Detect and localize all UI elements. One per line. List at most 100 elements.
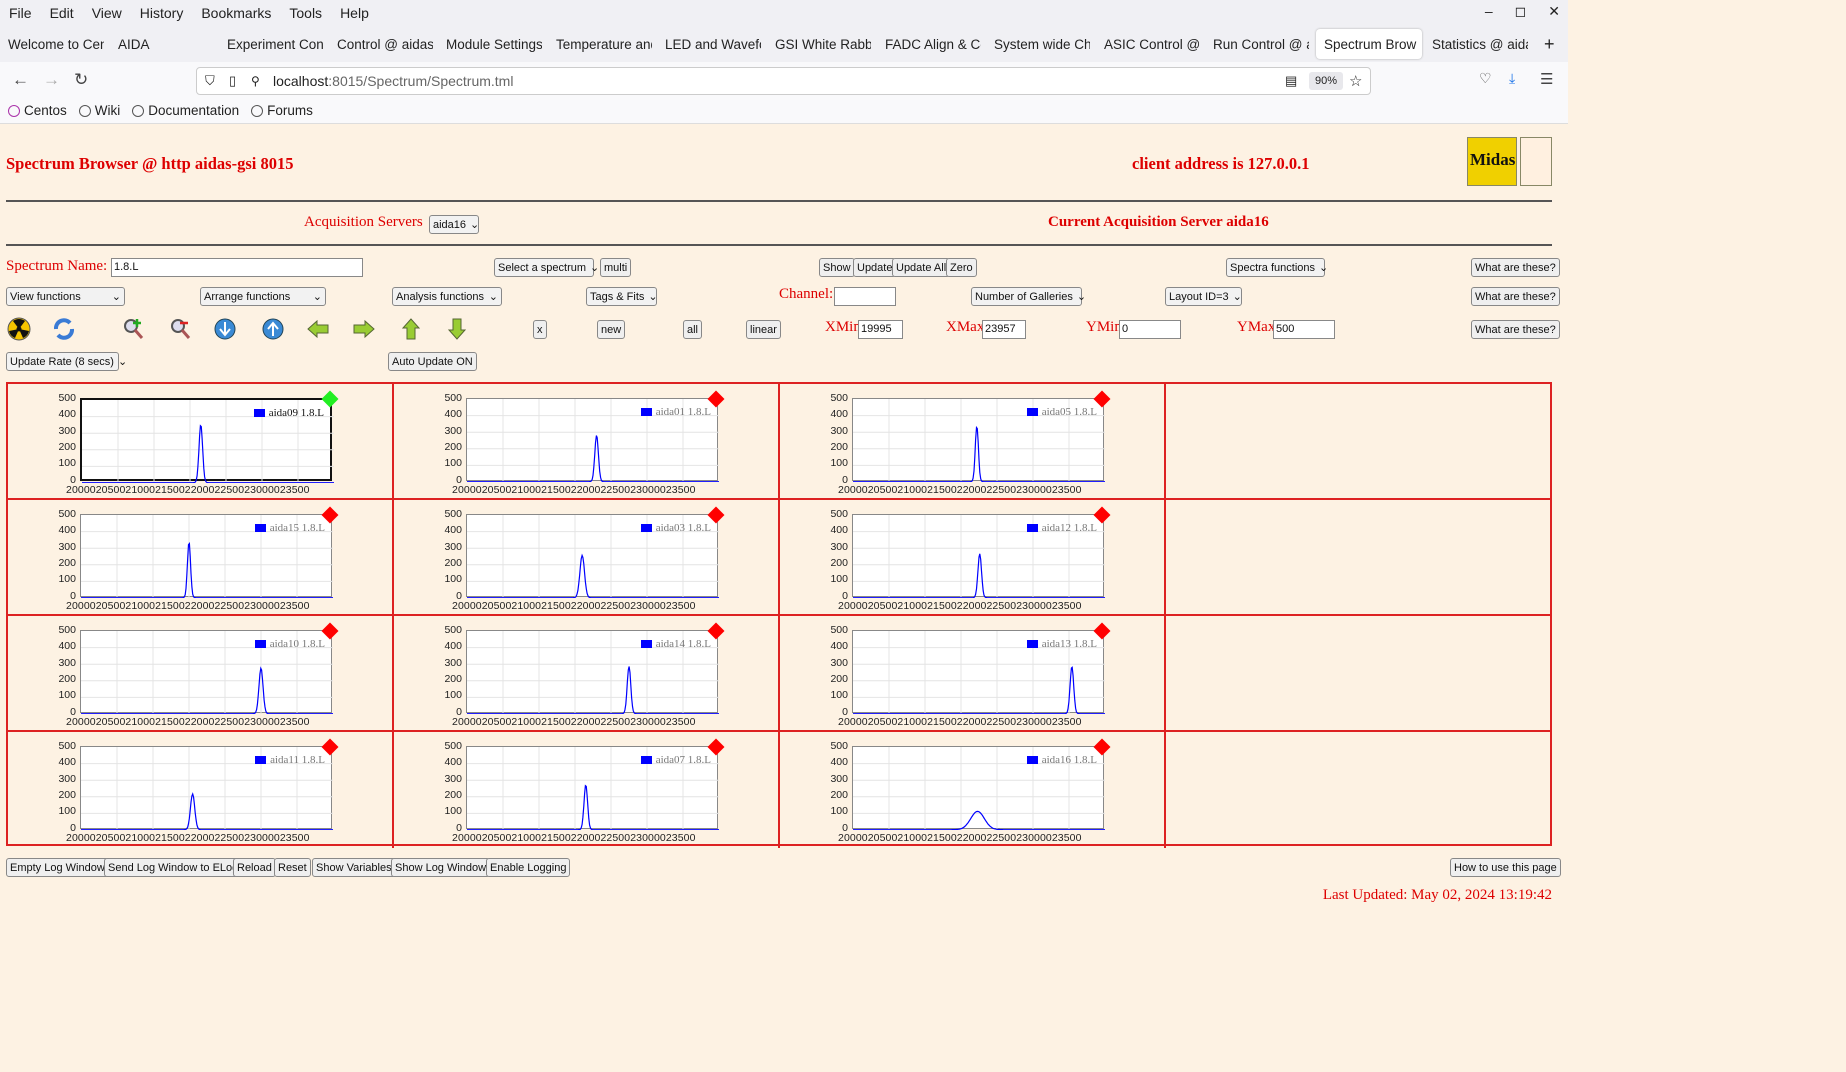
spectrum-plot[interactable]: aida11 1.8.L	[80, 746, 333, 830]
spectrum-cell[interactable]: 500 400 300 200 100 0 200002050021000215002200…	[8, 616, 394, 732]
show-variables-button[interactable]: Show Variables	[312, 858, 396, 877]
shield-icon[interactable]: ⛉	[205, 73, 215, 88]
spectrum-plot[interactable]: aida14 1.8.L	[466, 630, 719, 714]
x-button[interactable]: x	[533, 320, 547, 339]
reset-button[interactable]: Reset	[274, 858, 311, 877]
zoom-level[interactable]: 90%	[1309, 72, 1344, 90]
multi-button[interactable]: multi	[600, 258, 632, 277]
spectrum-plot[interactable]: aida01 1.8.L	[466, 398, 719, 482]
spectrum-cell[interactable]: 500 400 300 200 100 0 200002050021000215002200…	[780, 732, 1166, 848]
tab-control[interactable]: Control @ aidas	[337, 36, 433, 52]
spectrum-plot[interactable]: aida10 1.8.L	[80, 630, 333, 714]
menu-file[interactable]: File	[9, 5, 32, 21]
spectrum-cell[interactable]: 500 400 300 200 100 0 200002050021000215002200…	[780, 500, 1166, 616]
spectrum-plot[interactable]: aida16 1.8.L	[852, 746, 1105, 830]
update-all-button[interactable]: Update All	[892, 258, 951, 277]
linear-button[interactable]: linear	[746, 320, 781, 339]
tab-module-settings[interactable]: Module Settings	[446, 36, 542, 52]
zoom-out-icon[interactable]	[168, 317, 192, 341]
spectrum-cell[interactable]: 500 400 300 200 100 0 200002050021000215002200…	[8, 500, 394, 616]
arrow-down-icon[interactable]	[445, 317, 469, 341]
spectrum-plot[interactable]: aida12 1.8.L	[852, 514, 1105, 598]
menu-help[interactable]: Help	[340, 5, 369, 21]
spectrum-cell[interactable]: 500 400 300 200 100 0 200002050021000215002200…	[8, 732, 394, 848]
tab-spectrum-browser[interactable]: Spectrum Brow×	[1316, 29, 1422, 59]
spectrum-plot[interactable]: aida13 1.8.L	[852, 630, 1105, 714]
select-spectrum[interactable]: Select a spectrum	[494, 258, 594, 277]
spectrum-plot[interactable]: aida05 1.8.L	[852, 398, 1105, 482]
close-window-icon[interactable]: ✕	[1548, 3, 1560, 19]
tab-led-waveform[interactable]: LED and Wavefo	[665, 36, 761, 52]
spectrum-plot[interactable]: aida09 1.8.L	[80, 398, 334, 483]
spectrum-cell[interactable]: 500 400 300 200 100 0 200002050021000215002200…	[780, 616, 1166, 732]
what-are-these-button-1[interactable]: What are these?	[1471, 258, 1560, 277]
empty-log-window-button[interactable]: Empty Log Window	[6, 858, 109, 877]
spectrum-cell[interactable]: 500 400 300 200 100 0 200002050021000215002200…	[394, 500, 780, 616]
tab-aida[interactable]: AIDA	[118, 36, 150, 52]
layout-select[interactable]: Layout ID=3	[1165, 287, 1242, 306]
enable-logging-button[interactable]: Enable Logging	[486, 858, 571, 877]
spectrum-plot[interactable]: aida03 1.8.L	[466, 514, 719, 598]
minimize-icon[interactable]: –	[1484, 3, 1493, 19]
show-button[interactable]: Show	[819, 258, 855, 277]
reader-view-icon[interactable]: ▤	[1285, 73, 1298, 88]
tab-statistics[interactable]: Statistics @ aida	[1432, 36, 1528, 52]
what-are-these-button-2[interactable]: What are these?	[1471, 287, 1560, 306]
radiation-icon[interactable]	[7, 317, 31, 341]
scale-up-icon[interactable]	[261, 317, 285, 341]
forward-icon[interactable]: →	[43, 70, 60, 89]
arrow-left-icon[interactable]	[306, 317, 330, 341]
scale-down-icon[interactable]	[213, 317, 237, 341]
bookmark-wiki[interactable]: Wiki	[78, 103, 120, 118]
url-bar[interactable]: ⛉ ▯ ⚲ localhost:8015/Spectrum/Spectrum.t…	[196, 67, 1371, 95]
menu-tools[interactable]: Tools	[289, 5, 323, 21]
how-to-use-button[interactable]: How to use this page	[1450, 858, 1561, 877]
all-button[interactable]: all	[683, 320, 703, 339]
spectrum-name-input[interactable]: 1.8.L	[111, 258, 363, 277]
arrange-functions-select[interactable]: Arrange functions	[200, 287, 326, 306]
menu-edit[interactable]: Edit	[49, 5, 74, 21]
bookmark-documentation[interactable]: Documentation	[132, 103, 239, 118]
downloads-icon[interactable]: ⤓	[1509, 70, 1516, 86]
spectrum-cell[interactable]: 500 400 300 200 100 0 200002050021000215002200…	[780, 384, 1166, 500]
refresh-icon[interactable]	[52, 317, 76, 341]
zero-button[interactable]: Zero	[946, 258, 977, 277]
send-log-to-elog-button[interactable]: Send Log Window to ELog	[104, 858, 243, 877]
menu-view[interactable]: View	[91, 5, 122, 21]
reload-icon[interactable]: ↻	[74, 70, 89, 89]
number-of-galleries-select[interactable]: Number of Galleries	[971, 287, 1082, 306]
spectrum-cell[interactable]: 500 400 300 200 100 0 200002050021000215002200…	[8, 384, 394, 500]
spectra-functions-select[interactable]: Spectra functions	[1226, 258, 1325, 277]
new-button[interactable]: new	[597, 320, 626, 339]
pocket-icon[interactable]: ♡	[1479, 70, 1492, 86]
tags-fits-select[interactable]: Tags & Fits	[586, 287, 657, 306]
maximize-icon[interactable]: ◻	[1514, 3, 1527, 19]
tab-experiment-control[interactable]: Experiment Cont	[227, 36, 323, 52]
tab-temperature[interactable]: Temperature and	[556, 36, 652, 52]
menu-bookmarks[interactable]: Bookmarks	[201, 5, 272, 21]
bookmark-forums[interactable]: Forums	[251, 103, 313, 118]
tab-asic-control[interactable]: ASIC Control @	[1104, 36, 1200, 52]
update-button[interactable]: Update	[853, 258, 897, 277]
bookmark-centos[interactable]: Centos	[8, 103, 67, 118]
xmax-input[interactable]: 23957	[982, 320, 1026, 339]
tab-welcome[interactable]: Welcome to Cen	[8, 36, 104, 52]
ymax-input[interactable]: 500	[1273, 320, 1335, 339]
spectrum-cell[interactable]: 500 400 300 200 100 0 200002050021000215002200…	[394, 616, 780, 732]
arrow-up-icon[interactable]	[399, 317, 423, 341]
analysis-functions-select[interactable]: Analysis functions	[392, 287, 502, 306]
spectrum-plot[interactable]: aida07 1.8.L	[466, 746, 719, 830]
menu-history[interactable]: History	[139, 5, 184, 21]
spectrum-cell[interactable]: 500 400 300 200 100 0 200002050021000215002200…	[394, 732, 780, 848]
show-log-window-button[interactable]: Show Log Window	[391, 858, 491, 877]
ymin-input[interactable]: 0	[1119, 320, 1181, 339]
bookmark-star-icon[interactable]: ☆	[1349, 73, 1363, 90]
channel-input[interactable]	[834, 287, 896, 306]
what-are-these-button-3[interactable]: What are these?	[1471, 320, 1560, 339]
hamburger-menu-icon[interactable]: ☰	[1540, 71, 1554, 88]
reload-button[interactable]: Reload	[233, 858, 276, 877]
tab-white-rabbit[interactable]: GSI White Rabbi	[775, 36, 871, 52]
zoom-in-icon[interactable]	[121, 317, 145, 341]
arrow-right-icon[interactable]	[352, 317, 376, 341]
auto-update-button[interactable]: Auto Update ON	[388, 352, 477, 371]
